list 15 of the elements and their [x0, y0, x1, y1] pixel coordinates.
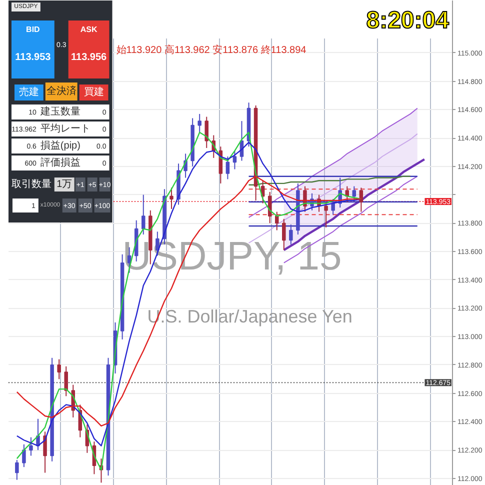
annotation: 平均レート: [40, 122, 90, 134]
annotation: 全決済: [46, 85, 76, 97]
annotation: 取引数量: [11, 179, 52, 190]
annotation: 売建: [18, 86, 39, 98]
annotation: 損益(pip): [40, 140, 80, 152]
annotation: 建玉数量: [39, 106, 80, 118]
annotation: 始113.920 高113.962 安113.876 終113.894: [116, 44, 307, 56]
annotation: 買建: [84, 86, 104, 98]
annotation: 113.953: [15, 52, 52, 63]
annotation: 評価損益: [40, 156, 80, 168]
annotation: ASK: [80, 25, 98, 34]
annotation: 1万: [56, 179, 72, 190]
annotation: 113.956: [71, 52, 108, 63]
annotation: 8:20:04: [366, 7, 450, 34]
annotation: BID: [26, 25, 40, 34]
